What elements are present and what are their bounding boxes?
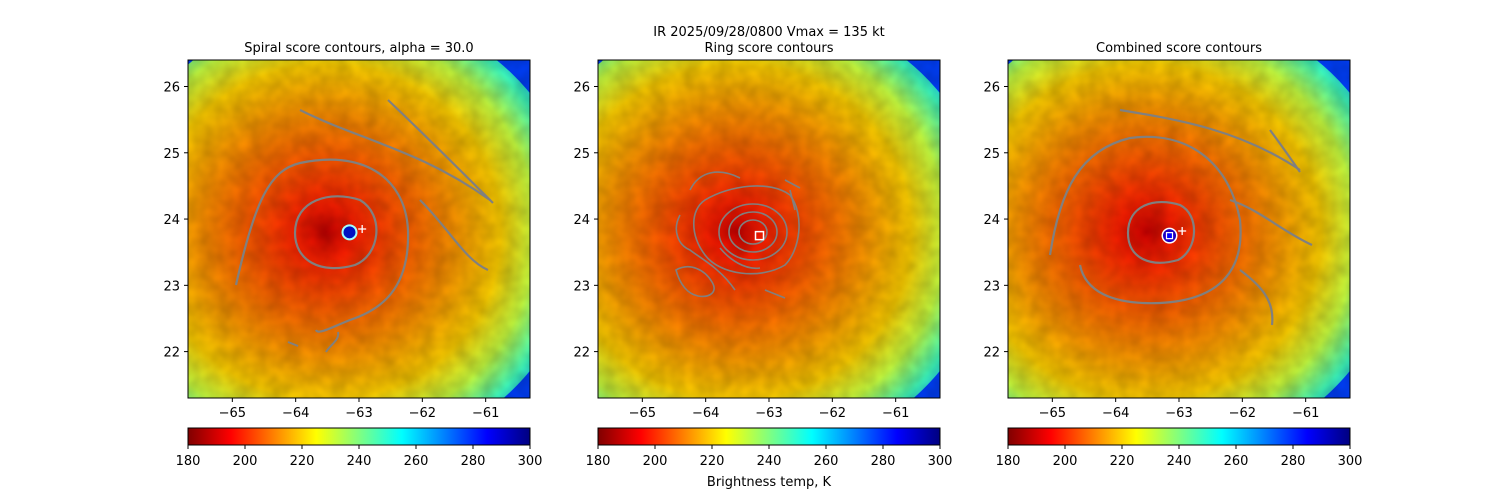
colorbar-tick-label: 260 bbox=[814, 454, 839, 469]
markers bbox=[754, 230, 765, 241]
y-tick-label: 22 bbox=[163, 346, 180, 361]
colorbar: 180 200 220 240 260 280 300 bbox=[996, 427, 1363, 469]
colorbar-tick-label: 240 bbox=[347, 454, 372, 469]
y-tick-label: 23 bbox=[983, 279, 1000, 294]
colorbar-tick-label: 240 bbox=[1167, 454, 1192, 469]
x-ticks: −65 −64 −63 −62 −61 bbox=[219, 398, 499, 421]
x-tick-label: −64 bbox=[1102, 406, 1129, 421]
colorbar-tick-label: 220 bbox=[290, 454, 315, 469]
x-tick-label: −62 bbox=[1229, 406, 1256, 421]
colorbar-ticks: 180 200 220 240 260 280 300 bbox=[176, 445, 543, 469]
y-tick-label: 26 bbox=[573, 81, 590, 96]
x-tick-label: −61 bbox=[882, 406, 909, 421]
colorbar-tick-label: 280 bbox=[871, 454, 896, 469]
colorbar-tick-label: 280 bbox=[1281, 454, 1306, 469]
colorbar-tick-label: 180 bbox=[176, 454, 201, 469]
colorbar-tick-label: 280 bbox=[461, 454, 486, 469]
panel-title: Ring score contours bbox=[704, 41, 833, 56]
suptitle: IR 2025/09/28/0800 Vmax = 135 kt bbox=[653, 25, 884, 40]
panel-title: Spiral score contours, alpha = 30.0 bbox=[244, 41, 473, 56]
y-tick-label: 23 bbox=[163, 279, 180, 294]
colorbar-tick-label: 300 bbox=[1338, 454, 1363, 469]
y-ticks: 22 23 24 25 26 bbox=[983, 81, 1008, 361]
y-ticks: 22 23 24 25 26 bbox=[573, 81, 598, 361]
panel-combined: Combined score contours −65 −64 −63 −62 −61 … bbox=[983, 41, 1363, 469]
x-tick-label: −62 bbox=[819, 406, 846, 421]
colorbar-tick-label: 220 bbox=[1110, 454, 1135, 469]
markers bbox=[1161, 226, 1187, 244]
x-ticks: −65 −64 −63 −62 −61 bbox=[629, 398, 909, 421]
x-tick-label: −65 bbox=[629, 406, 656, 421]
x-tick-label: −63 bbox=[1165, 406, 1192, 421]
colorbar-ticks: 180 200 220 240 260 280 300 bbox=[586, 445, 953, 469]
plus-marker bbox=[1178, 226, 1187, 235]
y-ticks: 22 23 24 25 26 bbox=[163, 81, 188, 361]
ir-image bbox=[1008, 60, 1350, 398]
x-ticks: −65 −64 −63 −62 −61 bbox=[1039, 398, 1319, 421]
y-tick-label: 24 bbox=[983, 213, 1000, 228]
panel-title: Combined score contours bbox=[1096, 41, 1262, 56]
y-tick-label: 23 bbox=[573, 279, 590, 294]
colorbar: 180 200 220 240 260 280 300 bbox=[176, 427, 543, 469]
colorbar-tick-label: 220 bbox=[700, 454, 725, 469]
y-tick-label: 24 bbox=[573, 213, 590, 228]
colorbar-tick-label: 300 bbox=[518, 454, 543, 469]
x-tick-label: −61 bbox=[472, 406, 499, 421]
y-tick-label: 25 bbox=[983, 147, 1000, 162]
x-tick-label: −63 bbox=[345, 406, 372, 421]
panel-ring: Ring score contours −65 −64 −63 −62 −61 22 23… bbox=[573, 41, 953, 490]
colorbar-tick-label: 260 bbox=[1224, 454, 1249, 469]
colorbar-tick-label: 200 bbox=[1053, 454, 1078, 469]
colorbar-tick-label: 200 bbox=[233, 454, 258, 469]
colorbar-tick-label: 180 bbox=[996, 454, 1021, 469]
y-tick-label: 25 bbox=[163, 147, 180, 162]
colorbar-ticks: 180 200 220 240 260 280 300 bbox=[996, 445, 1363, 469]
y-tick-label: 25 bbox=[573, 147, 590, 162]
x-tick-label: −61 bbox=[1292, 406, 1319, 421]
x-tick-label: −63 bbox=[755, 406, 782, 421]
plus-marker bbox=[358, 225, 367, 233]
colorbar: 180 200 220 240 260 280 300 bbox=[586, 427, 953, 469]
y-tick-label: 22 bbox=[573, 346, 590, 361]
eye-marker-core bbox=[343, 226, 356, 239]
colorbar-tick-label: 260 bbox=[404, 454, 429, 469]
colorbar-tick-label: 200 bbox=[643, 454, 668, 469]
x-tick-label: −64 bbox=[282, 406, 309, 421]
panel-spiral: Spiral score contours, alpha = 30.0 −65−… bbox=[163, 41, 543, 469]
center-square-marker bbox=[1165, 232, 1174, 240]
y-tick-label: 24 bbox=[163, 213, 180, 228]
x-tick-label: −62 bbox=[409, 406, 436, 421]
center-square-marker bbox=[754, 230, 765, 241]
x-tick-label: −65 bbox=[219, 406, 246, 421]
x-tick-label: −64 bbox=[692, 406, 719, 421]
y-tick-label: 26 bbox=[163, 81, 180, 96]
colorbar-tick-label: 300 bbox=[928, 454, 953, 469]
colorbar-label: Brightness temp, K bbox=[707, 475, 832, 490]
y-tick-label: 26 bbox=[983, 81, 1000, 96]
ir-image bbox=[598, 60, 940, 398]
markers bbox=[341, 224, 367, 241]
colorbar-tick-label: 240 bbox=[757, 454, 782, 469]
x-tick-label: −65 bbox=[1039, 406, 1066, 421]
colorbar-tick-label: 180 bbox=[586, 454, 611, 469]
y-tick-label: 22 bbox=[983, 346, 1000, 361]
